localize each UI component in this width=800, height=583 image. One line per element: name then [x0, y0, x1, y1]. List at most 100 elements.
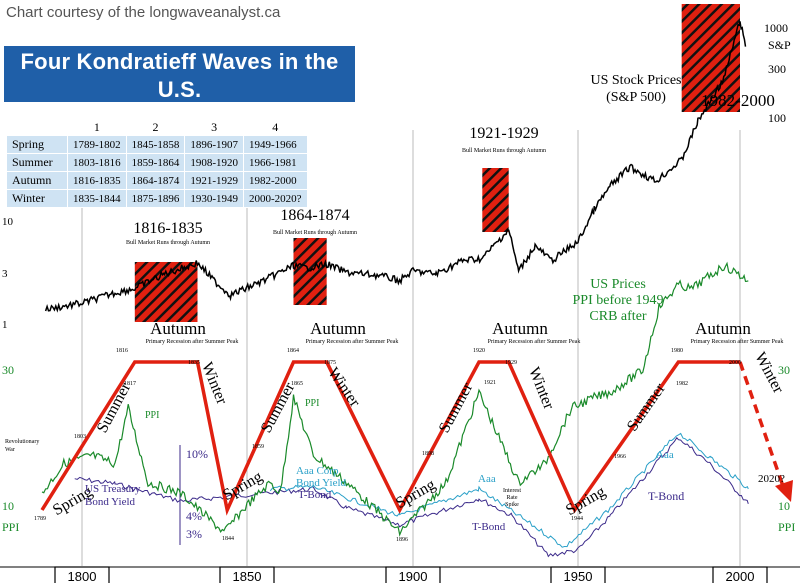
stock-series-label: US Stock Prices: [591, 73, 682, 88]
aaa-corp-label: Bond Yield: [296, 477, 347, 489]
aaa-label: Aaa: [656, 449, 674, 461]
peak-year-label: 1921: [484, 380, 496, 386]
period-cell: 1908-1920: [184, 153, 245, 172]
right-axis-label: 30: [778, 363, 790, 377]
column-header: 4: [243, 120, 308, 136]
peak-year-label: 1864: [287, 348, 299, 354]
treasury-label: Bond Yield: [85, 496, 136, 508]
column-header: 2: [126, 120, 185, 136]
tbond-label: T-Bond: [298, 489, 332, 501]
us-prices-label: US Prices: [590, 277, 646, 292]
peak-year-label: 1898: [422, 451, 434, 457]
peak-year-label: 1982: [676, 381, 688, 387]
table-row: Summer 1803-1816 1859-1864 1908-1920 196…: [6, 153, 308, 172]
ppi-series-label: PPI: [305, 398, 319, 409]
x-tick-label: 1950: [564, 569, 593, 583]
aaa-corp-label: Aaa Corp: [296, 465, 339, 477]
table-row: Winter 1835-1844 1875-1896 1930-1949 200…: [6, 189, 308, 208]
column-header: 1: [67, 120, 127, 136]
x-tick-label: 1850: [233, 569, 262, 583]
chart-subtitle: June 1789 through October 2003: [54, 105, 305, 124]
wave-projection-line: [738, 361, 787, 493]
autumn-label: Autumn: [695, 319, 751, 338]
peak-year-label: 1835: [188, 360, 200, 366]
table-corner: [6, 120, 68, 136]
bull-note: Bull Market Runs through Autumn: [126, 240, 210, 246]
table-row: Spring 1789-1802 1845-1858 1896-1907 194…: [6, 135, 308, 154]
period-cell: 1896-1907: [184, 135, 245, 154]
table-row: Autumn 1816-1835 1864-1874 1921-1929 198…: [6, 171, 308, 190]
peak-year-label: 1896: [396, 537, 408, 543]
period-cell: 1859-1864: [125, 153, 186, 172]
x-tick-label: 1900: [399, 569, 428, 583]
interest-spike-label: Spike: [505, 502, 519, 508]
peak-year-label: 1920: [473, 348, 485, 354]
peak-year-label: 1789: [34, 516, 46, 522]
season-label: Winter: [525, 365, 557, 413]
range-label: 1816-1835: [133, 220, 202, 237]
season-label: Spring: [563, 483, 608, 519]
range-label: 1864-1874: [280, 207, 349, 224]
wave-periods-table: 1 2 3 4 Spring 1789-1802 1845-1858 1896-…: [6, 120, 308, 208]
bull-market-box: [482, 168, 509, 232]
stock-series-label: (S&P 500): [606, 90, 666, 105]
period-cell: 2000-2020?: [243, 189, 308, 208]
bond-axis-label: 10%: [186, 447, 208, 461]
peak-year-label: 1865: [291, 381, 303, 387]
us-prices-label: PPI before 1949: [573, 293, 664, 308]
peak-year-label: 1929: [505, 360, 517, 366]
kondratieff-wave-line: [40, 360, 740, 516]
x-tick-label: 2000: [726, 569, 755, 583]
left-axis-label: 1: [2, 319, 8, 331]
left-axis-label: 10: [2, 499, 14, 513]
bull-note: Bull Market Runs through Autumn: [462, 148, 546, 154]
period-cell: 1864-1874: [125, 171, 186, 190]
period-cell: 1949-1966: [243, 135, 308, 154]
aaa-label: Aaa: [478, 473, 496, 485]
primary-recession-note: Primary Recession after Summer Peak: [488, 338, 581, 345]
season-cell: Summer: [6, 153, 68, 172]
peak-year-label: 1803: [74, 434, 86, 440]
right-axis-label: 100: [768, 111, 786, 125]
season-label: Summer: [436, 379, 477, 435]
period-cell: 1803-1816: [67, 153, 127, 172]
period-cell: 1982-2000: [243, 171, 308, 190]
peak-year-label: 1816: [116, 348, 128, 354]
right-axis-label: PPI: [778, 520, 795, 534]
rev-war-label: War: [5, 447, 15, 453]
period-cell: 1789-1802: [67, 135, 127, 154]
peak-year-label: 1875: [324, 360, 336, 366]
peak-year-label: 2000: [729, 360, 741, 366]
right-axis-label: 10: [778, 499, 790, 513]
season-label: Winter: [324, 365, 363, 411]
left-axis-label: 3: [2, 268, 8, 280]
rev-war-label: Revolutionary: [5, 439, 39, 445]
bull-note: Bull Market Runs through Autumn: [273, 230, 357, 236]
tbond-label: T-Bond: [648, 489, 684, 503]
range-label: 1921-1929: [469, 125, 538, 142]
projection-label: 2020?: [758, 473, 785, 485]
peak-year-label: 1817: [124, 381, 136, 387]
range-label: 1982-2000: [701, 91, 775, 110]
left-axis-label: PPI: [2, 520, 19, 534]
stock-price-line: [44, 21, 747, 313]
autumn-label: Autumn: [310, 319, 366, 338]
table-header-row: 1 2 3 4: [6, 120, 308, 136]
left-axis-label: 10: [2, 216, 14, 228]
left-axis-label: 30: [2, 363, 14, 377]
right-axis-label: S&P: [768, 38, 791, 52]
autumn-label: Autumn: [150, 319, 206, 338]
autumn-label: Autumn: [492, 319, 548, 338]
peak-year-label: 1859: [252, 444, 264, 450]
courtesy-note: Chart courtesy of the longwaveanalyst.ca: [6, 4, 281, 21]
aaa-yield-line: [269, 432, 749, 548]
period-cell: 1921-1929: [184, 171, 245, 190]
primary-recession-note: Primary Recession after Summer Peak: [306, 338, 399, 345]
interest-spike-label: Rate: [507, 495, 518, 501]
peak-year-label: 1966: [614, 454, 626, 460]
chart-title-box: Four Kondratieff Waves in the U.S. June …: [4, 46, 355, 124]
primary-recession-note: Primary Recession after Summer Peak: [146, 338, 239, 345]
ppi-series-label: PPI: [145, 410, 159, 421]
period-cell: 1930-1949: [184, 189, 245, 208]
